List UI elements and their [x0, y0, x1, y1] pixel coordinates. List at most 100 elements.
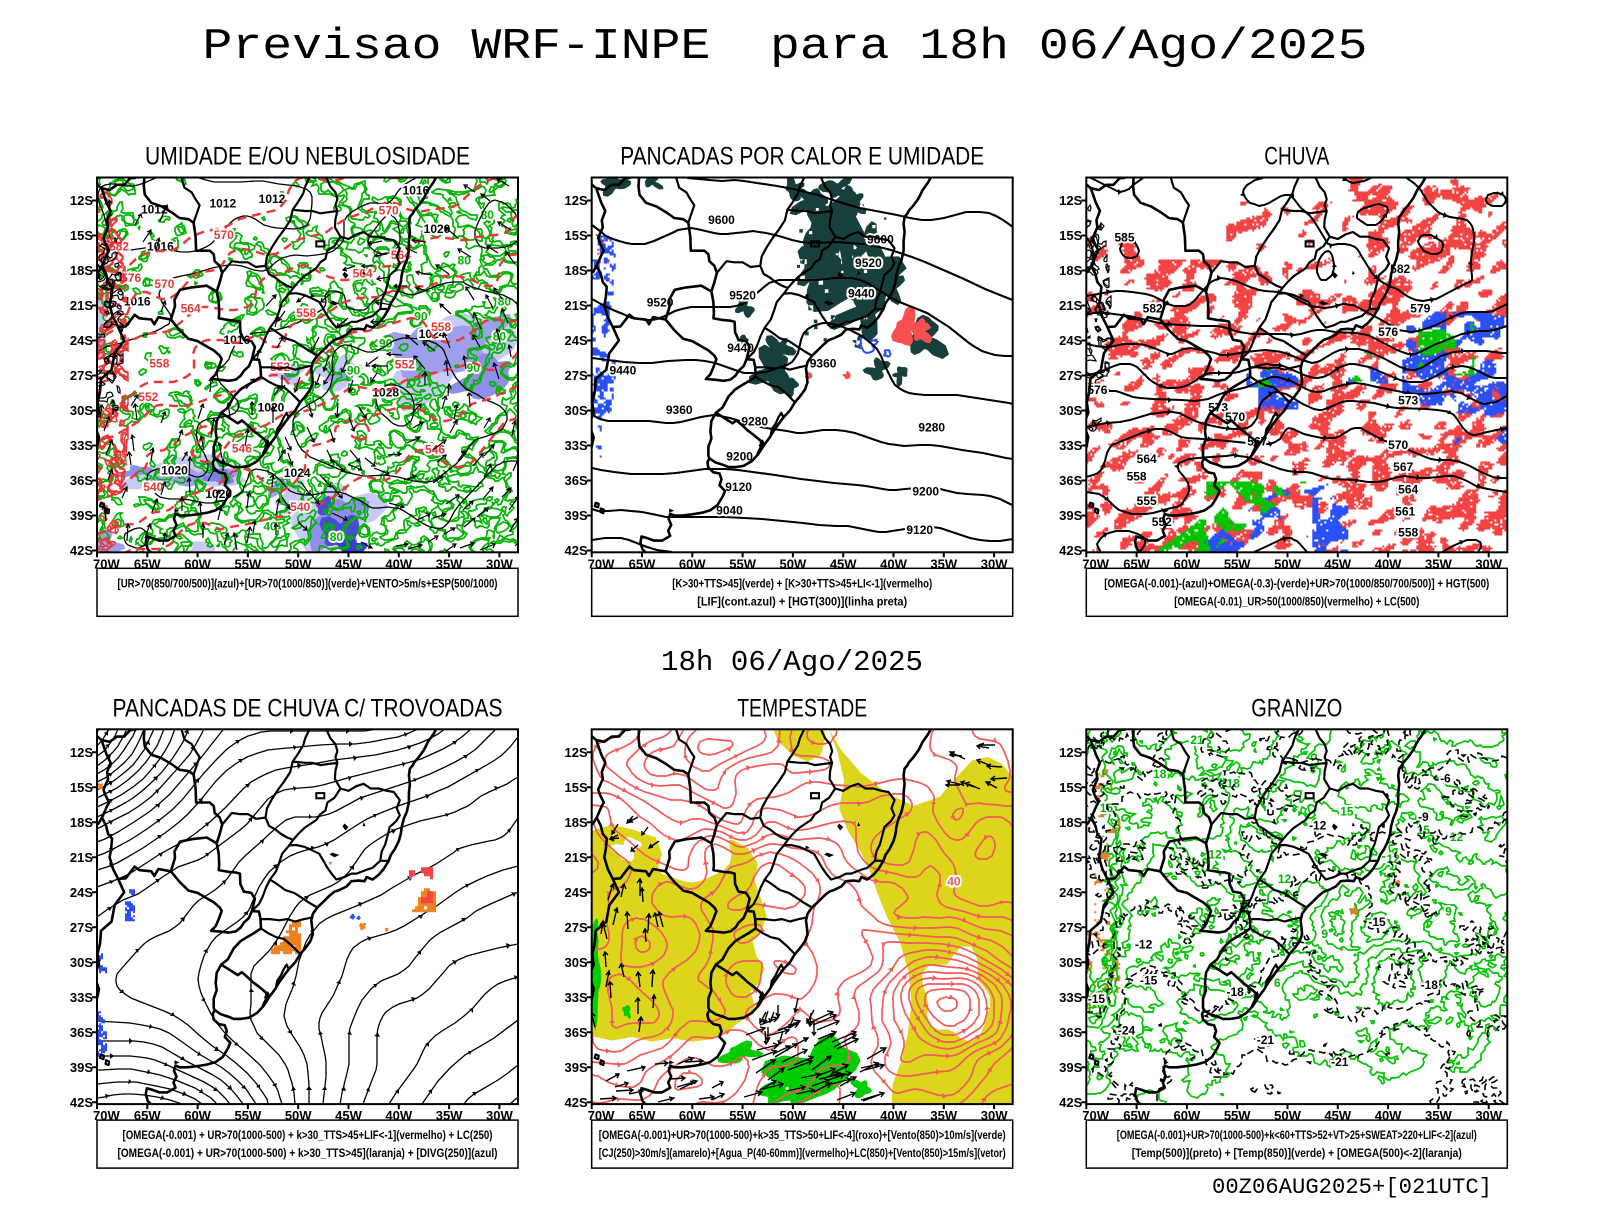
- svg-text:9520: 9520: [729, 289, 756, 303]
- svg-text:540: 540: [290, 500, 310, 514]
- svg-text:[OMEGA(-0.001) + UR>70(1000-50: [OMEGA(-0.001) + UR>70(1000-500) + k>30_…: [118, 1146, 498, 1160]
- svg-text:6: 6: [1274, 976, 1281, 990]
- svg-text:40: 40: [263, 520, 277, 534]
- svg-text:9280: 9280: [918, 421, 945, 435]
- svg-text:18h 06/Ago/2025: 18h 06/Ago/2025: [661, 646, 923, 679]
- svg-text:9280: 9280: [741, 415, 768, 429]
- svg-text:Previsao WRF-INPE para 18h 06: Previsao WRF-INPE para 18h 06/Ago/2025: [203, 22, 1368, 72]
- svg-text:9120: 9120: [906, 523, 933, 537]
- svg-text:558: 558: [1127, 470, 1147, 484]
- svg-text:9040: 9040: [716, 503, 743, 517]
- svg-text:-15: -15: [1368, 915, 1386, 929]
- svg-text:[OMEGA(-0.01)_UR>50(1000/850)(: [OMEGA(-0.01)_UR>50(1000/850)(vermelho) …: [1174, 594, 1419, 608]
- svg-text:9200: 9200: [912, 485, 939, 499]
- svg-text:1016: 1016: [124, 295, 151, 309]
- svg-text:15: 15: [1340, 804, 1354, 818]
- svg-text:576: 576: [121, 271, 141, 285]
- svg-text:[K>30+TTS>45](verde) + [K>30+T: [K>30+TTS>45](verde) + [K>30+TTS>45+LI<-…: [672, 576, 932, 590]
- svg-text:9360: 9360: [666, 403, 693, 417]
- svg-text:552: 552: [138, 390, 158, 404]
- svg-text:570: 570: [1388, 438, 1408, 452]
- svg-text:1020: 1020: [424, 222, 451, 236]
- svg-text:558: 558: [1398, 526, 1418, 540]
- svg-text:570: 570: [379, 204, 399, 218]
- svg-text:21: 21: [1190, 733, 1204, 747]
- svg-text:570: 570: [214, 228, 234, 242]
- svg-text:9200: 9200: [726, 450, 753, 464]
- svg-text:[OMEGA(-0.001)+UR>70(1000-500): [OMEGA(-0.001)+UR>70(1000-500)+k>35_TTS>…: [599, 1128, 1006, 1142]
- svg-text:564: 564: [353, 267, 373, 281]
- svg-text:-12: -12: [1309, 818, 1327, 832]
- svg-text:1012: 1012: [209, 197, 236, 211]
- svg-text:-12: -12: [1135, 937, 1153, 951]
- svg-text:576: 576: [1378, 325, 1398, 339]
- svg-text:-18: -18: [1421, 978, 1439, 992]
- svg-text:1020: 1020: [161, 464, 188, 478]
- svg-text:-15: -15: [1140, 974, 1158, 988]
- svg-text:90: 90: [414, 310, 428, 324]
- svg-text:[OMEGA(-0.001)+UR>70(1000-500): [OMEGA(-0.001)+UR>70(1000-500)+k<60+TTS>…: [1117, 1128, 1477, 1142]
- svg-text:1016: 1016: [147, 240, 174, 254]
- svg-text:12: 12: [1208, 848, 1222, 862]
- svg-text:9600: 9600: [708, 213, 735, 227]
- svg-text:564: 564: [181, 302, 201, 316]
- svg-text:PANCADAS DE CHUVA C/ TROVOADAS: PANCADAS DE CHUVA C/ TROVOADAS: [113, 694, 503, 722]
- svg-text:80: 80: [493, 330, 507, 344]
- svg-text:582: 582: [1143, 302, 1163, 316]
- svg-text:1012: 1012: [259, 192, 286, 206]
- svg-text:90: 90: [347, 363, 361, 377]
- svg-text:-21: -21: [1257, 1033, 1275, 1047]
- svg-text:576: 576: [1087, 383, 1107, 397]
- svg-text:PANCADAS POR CALOR E UMIDADE: PANCADAS POR CALOR E UMIDADE: [620, 143, 984, 171]
- svg-text:-6: -6: [1440, 772, 1451, 786]
- svg-text:540: 540: [143, 480, 163, 494]
- svg-text:564: 564: [1398, 482, 1418, 496]
- svg-text:567: 567: [1393, 460, 1413, 474]
- svg-text:TEMPESTADE: TEMPESTADE: [737, 694, 867, 722]
- svg-text:-15: -15: [1088, 992, 1106, 1006]
- svg-text:-18: -18: [1227, 985, 1245, 999]
- svg-text:9440: 9440: [610, 363, 637, 377]
- svg-text:9440: 9440: [848, 286, 875, 300]
- svg-text:9: 9: [1445, 905, 1452, 919]
- svg-text:564: 564: [1137, 452, 1157, 466]
- svg-text:579: 579: [1410, 302, 1430, 316]
- svg-text:573: 573: [1398, 394, 1418, 408]
- svg-text:18: 18: [1227, 776, 1241, 790]
- svg-text:585: 585: [1114, 230, 1134, 244]
- svg-text:552: 552: [270, 360, 290, 374]
- svg-text:12: 12: [1278, 872, 1292, 886]
- svg-text:-21: -21: [1331, 1055, 1349, 1069]
- svg-text:546: 546: [232, 442, 252, 456]
- svg-text:80: 80: [330, 530, 344, 544]
- svg-text:[LIF](cont.azul) + [HGT(300)](: [LIF](cont.azul) + [HGT(300)](linha pret…: [697, 594, 907, 608]
- svg-text:9520: 9520: [855, 256, 882, 270]
- svg-text:558: 558: [296, 306, 316, 320]
- svg-text:[Temp(500)](preto) + [Temp(850: [Temp(500)](preto) + [Temp(850)](verde) …: [1132, 1146, 1462, 1160]
- svg-text:18: 18: [1153, 767, 1167, 781]
- svg-text:[OMEGA(-0.001) + UR>70(1000-50: [OMEGA(-0.001) + UR>70(1000-500) + k>30_…: [123, 1128, 493, 1142]
- svg-text:558: 558: [431, 320, 451, 334]
- svg-text:552: 552: [395, 358, 415, 372]
- svg-text:00Z06AUG2025+[021UTC]: 00Z06AUG2025+[021UTC]: [1212, 1175, 1492, 1200]
- svg-text:1020: 1020: [258, 401, 285, 415]
- svg-text:552: 552: [1152, 515, 1172, 529]
- svg-text:UMIDADE E/OU NEBULOSIDADE: UMIDADE E/OU NEBULOSIDADE: [145, 143, 470, 171]
- svg-text:1016: 1016: [403, 184, 430, 198]
- svg-text:558: 558: [149, 356, 169, 370]
- svg-text:-24: -24: [1118, 1024, 1136, 1038]
- svg-text:CHUVA: CHUVA: [1264, 143, 1329, 171]
- svg-text:546: 546: [425, 443, 445, 457]
- svg-text:9: 9: [1321, 927, 1328, 941]
- svg-text:40: 40: [947, 874, 961, 888]
- svg-text:80: 80: [481, 208, 495, 222]
- svg-text:GRANIZO: GRANIZO: [1251, 694, 1342, 722]
- svg-text:570: 570: [154, 277, 174, 291]
- svg-text:[CJ(250)>30m/s](amarelo)+[Agua: [CJ(250)>30m/s](amarelo)+[Agua_P(40-60mm…: [599, 1146, 1006, 1160]
- svg-text:9120: 9120: [725, 480, 752, 494]
- svg-text:555: 555: [1137, 494, 1157, 508]
- svg-text:561: 561: [1395, 505, 1415, 519]
- svg-text:[UR>70(850/700/500)](azul)+[UR: [UR>70(850/700/500)](azul)+[UR>70(1000/8…: [118, 576, 498, 590]
- svg-text:[OMEGA(-0.001)-(azul)+OMEGA(-0: [OMEGA(-0.001)-(azul)+OMEGA(-0.3)-(verde…: [1104, 576, 1489, 590]
- svg-text:-9: -9: [1418, 810, 1429, 824]
